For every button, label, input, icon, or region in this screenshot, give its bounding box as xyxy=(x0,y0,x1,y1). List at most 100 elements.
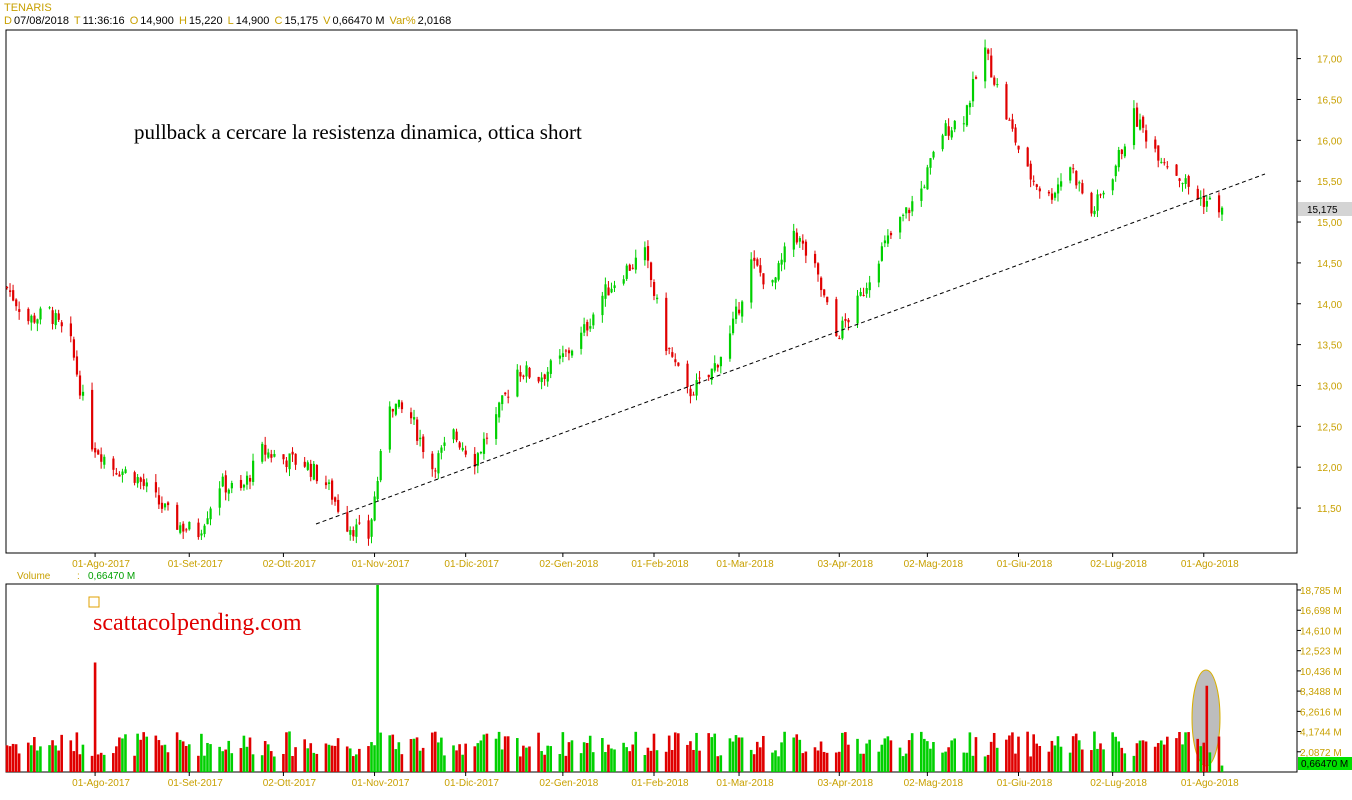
volume-bar xyxy=(898,747,902,772)
candle-body xyxy=(656,297,659,300)
volume-bar xyxy=(774,750,777,772)
annotation-text: pullback a cercare la resistenza dinamic… xyxy=(134,120,582,144)
volume-bar xyxy=(841,732,844,772)
candle-body xyxy=(795,232,798,243)
volume-bar xyxy=(260,755,264,772)
volume-bar xyxy=(1038,746,1042,772)
volume-bar xyxy=(324,743,328,772)
volume-bar xyxy=(197,755,200,772)
candle-body xyxy=(394,403,397,415)
candle-body xyxy=(926,167,929,190)
volume-bar xyxy=(421,747,425,772)
candle-body xyxy=(315,465,319,482)
volume-y-tick-label: 10,436 M xyxy=(1300,667,1342,678)
candle-body xyxy=(145,482,148,487)
candle-body xyxy=(731,318,735,334)
candle-body xyxy=(865,288,868,294)
candle-body xyxy=(990,55,993,78)
volume-bar xyxy=(157,740,161,772)
volume-bar xyxy=(537,732,540,772)
volume-bar xyxy=(695,732,698,772)
volume-bar xyxy=(604,752,607,772)
volume-bar xyxy=(400,754,404,772)
volume-bar xyxy=(99,752,103,772)
volume-bar xyxy=(792,737,796,772)
candle-body xyxy=(54,313,57,326)
candle-body xyxy=(622,279,625,284)
candle-body xyxy=(993,77,996,85)
var-value: 2,0168 xyxy=(417,15,452,27)
volume-bar xyxy=(263,741,267,772)
volume-bar xyxy=(397,742,401,772)
price-y-tick-label: 13,50 xyxy=(1317,341,1342,352)
x-tick-label: 01-Set-2017 xyxy=(168,778,223,789)
volume-bar xyxy=(889,740,893,772)
volume-bar xyxy=(570,740,574,772)
candle-body xyxy=(1135,107,1139,127)
candle-body xyxy=(974,76,978,79)
volume-bar xyxy=(549,746,553,772)
candle-body xyxy=(94,448,97,453)
price-y-tick-label: 14,00 xyxy=(1317,300,1342,311)
candle-body xyxy=(686,363,689,387)
candle-body xyxy=(431,453,434,470)
volume-x-axis: 01-Ago-2017 01-Set-2017 02-Ott-2017 01-Nov-… xyxy=(72,772,1239,789)
volume-bar xyxy=(613,749,616,772)
volume-label: Volume xyxy=(17,571,51,582)
candle-body xyxy=(540,377,543,383)
volume-bar xyxy=(285,732,288,772)
candle-body xyxy=(583,324,586,333)
last-volume-tag: 0,66470 M xyxy=(1301,759,1348,770)
volume-bar xyxy=(1077,740,1081,772)
volume-bar xyxy=(579,753,583,772)
time-value: 11:36:16 xyxy=(82,15,125,27)
candle-body xyxy=(868,282,871,291)
candle-body xyxy=(643,247,647,261)
volume-bar xyxy=(1184,732,1187,772)
volume-bar xyxy=(734,735,738,772)
volume-panel-frame xyxy=(5,583,1298,773)
candle-body xyxy=(355,524,358,537)
candle-body xyxy=(968,102,972,108)
x-tick-label: 03-Apr-2018 xyxy=(817,559,873,570)
candle-body xyxy=(252,460,255,482)
volume-bar xyxy=(689,741,692,772)
volume-bar xyxy=(136,733,139,772)
candle-body xyxy=(1096,194,1099,211)
volume-bar xyxy=(224,749,227,772)
x-tick-label: 03-Apr-2018 xyxy=(817,778,873,789)
volume-bar xyxy=(142,732,145,772)
candle-body xyxy=(558,355,562,359)
candle-body xyxy=(1008,119,1011,121)
candle-body xyxy=(100,454,103,462)
candle-body xyxy=(798,238,801,242)
candle-body xyxy=(443,442,446,446)
volume-bar xyxy=(51,740,54,772)
candle-body xyxy=(820,277,823,291)
candle-body xyxy=(455,431,458,441)
candle-body xyxy=(349,530,352,535)
candle-body xyxy=(1093,210,1096,215)
volume-bar xyxy=(5,745,9,772)
candle-body xyxy=(103,456,106,465)
volume-bar xyxy=(1144,741,1148,772)
candle-body xyxy=(1132,108,1136,146)
candle-body xyxy=(1181,183,1184,185)
x-tick-label: 01-Ago-2018 xyxy=(1181,778,1239,789)
candle-body xyxy=(218,488,221,508)
x-tick-label: 01-Set-2017 xyxy=(168,559,223,570)
candle-body xyxy=(367,520,370,539)
volume-bar xyxy=(643,754,647,772)
candle-body xyxy=(1184,178,1187,184)
volume-bar xyxy=(118,737,121,772)
volume-bar xyxy=(81,744,85,772)
candle-body xyxy=(1072,168,1075,170)
last-price-tag-box xyxy=(1298,202,1352,216)
volume-bar xyxy=(926,741,929,772)
candle-body xyxy=(944,123,947,136)
candle-body xyxy=(1102,192,1105,195)
volume-bar xyxy=(26,742,30,772)
candle-body xyxy=(188,521,191,530)
volume-bar xyxy=(962,752,966,772)
volume-bar xyxy=(139,739,142,772)
